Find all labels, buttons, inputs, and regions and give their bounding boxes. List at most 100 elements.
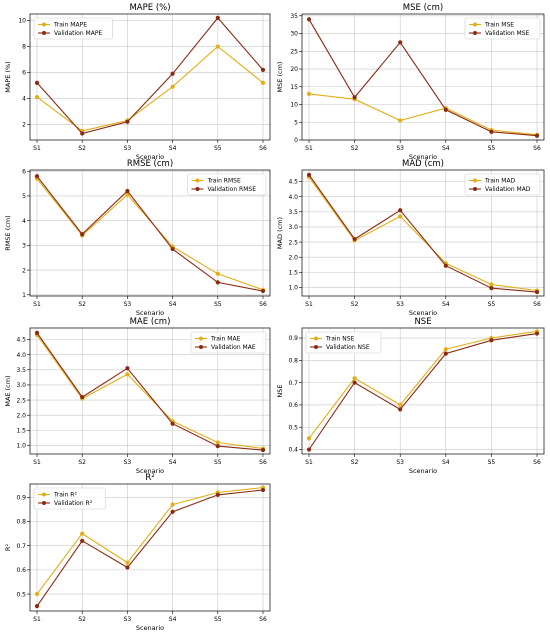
x-tick-label: S4 xyxy=(169,145,177,152)
data-point xyxy=(34,80,40,85)
y-tick-label: 0.4 xyxy=(288,447,298,454)
data-point xyxy=(260,487,266,493)
data-point xyxy=(260,80,266,85)
data-point xyxy=(215,440,220,445)
x-tick-label: S2 xyxy=(78,616,86,623)
chart-title: MAE (cm) xyxy=(130,317,171,327)
data-point xyxy=(260,67,266,72)
legend-box xyxy=(464,17,541,40)
data-point xyxy=(534,289,540,295)
y-tick-label: 0.5 xyxy=(288,424,298,431)
legend-entry-label: Train MAE xyxy=(210,336,241,343)
data-point xyxy=(170,84,175,89)
data-point xyxy=(80,232,85,237)
data-point xyxy=(80,531,85,536)
data-point xyxy=(443,351,448,356)
data-point xyxy=(34,591,40,597)
data-point xyxy=(215,492,220,497)
x-tick-label: S2 xyxy=(351,459,359,466)
x-tick-label: S1 xyxy=(305,301,313,308)
chart-title: R² xyxy=(145,473,154,483)
series-line-train xyxy=(308,176,538,292)
data-point xyxy=(80,394,85,400)
x-axis-label: Scenario xyxy=(409,153,437,161)
chart-panel-3: RMSE (cm) 1 2 3 4 5 6 S1 S2 S3 S4 S5 S6 Scenario RMSE … xyxy=(4,159,271,317)
legend-entry-label: Train MSE xyxy=(484,22,514,29)
x-tick-label: S5 xyxy=(488,459,496,466)
data-point xyxy=(398,402,403,408)
legend-entry-label: Train NSE xyxy=(325,336,355,343)
y-tick-label: 4 xyxy=(22,218,26,225)
y-axis-label: NSE xyxy=(276,384,284,397)
chart-panel-5: MAE (cm) 1.0 1.5 2.0 2.5 3.0 3.5 4.0 4.5 S1 S2 S3 S4… xyxy=(4,317,271,475)
data-point xyxy=(489,129,494,134)
data-point xyxy=(352,380,357,385)
data-point xyxy=(34,604,40,609)
x-tick-label: S6 xyxy=(259,459,267,466)
series-line-validation xyxy=(36,332,264,451)
data-point xyxy=(170,502,175,507)
chart-panel-6: NSE 0.4 0.5 0.6 0.7 0.8 0.9 S1 S2 S3 S4 S5 S6 Scenari… xyxy=(276,317,545,475)
data-point xyxy=(260,288,266,294)
y-tick-label: 0.5 xyxy=(16,591,26,598)
y-tick-label: 15 xyxy=(290,84,298,91)
plot-frame xyxy=(301,13,545,141)
y-tick-label: 5 xyxy=(22,193,26,200)
y-tick-label: 1.0 xyxy=(288,285,298,292)
y-tick-label: 4.5 xyxy=(16,337,26,344)
y-tick-label: 4.0 xyxy=(16,352,26,359)
y-tick-label: 3 xyxy=(22,243,26,250)
x-tick-label: S1 xyxy=(33,301,41,308)
data-point xyxy=(306,436,312,441)
x-tick-label: S4 xyxy=(442,145,450,152)
data-point xyxy=(306,17,312,22)
y-tick-label: 25 xyxy=(290,48,298,55)
data-point xyxy=(215,15,220,20)
x-tick-label: S4 xyxy=(169,301,177,308)
legend-swatch-marker xyxy=(473,187,477,191)
y-tick-label: 30 xyxy=(290,31,298,38)
legend-box xyxy=(190,331,267,354)
y-tick-label: 3.0 xyxy=(288,224,298,231)
chart-title: MAPE (%) xyxy=(129,3,170,13)
y-tick-label: 8 xyxy=(22,44,26,51)
x-tick-label: S3 xyxy=(124,459,132,466)
series-line-validation xyxy=(36,17,264,135)
data-point xyxy=(443,263,448,268)
plot-frame xyxy=(29,169,271,297)
x-tick-label: S4 xyxy=(169,616,177,623)
y-tick-label: 1.5 xyxy=(288,270,298,277)
x-tick-label: S6 xyxy=(533,459,541,466)
series-line-train xyxy=(308,330,538,439)
y-tick-label: 10 xyxy=(290,102,298,109)
legend-box xyxy=(464,173,541,196)
x-axis-label: Scenario xyxy=(136,153,164,161)
legend-box xyxy=(33,487,106,510)
y-tick-label: 0.6 xyxy=(16,567,26,574)
data-point xyxy=(306,172,312,177)
legend-swatch-marker xyxy=(473,31,477,35)
data-point xyxy=(80,538,85,543)
legend-swatch-marker xyxy=(42,31,46,35)
series-line-train xyxy=(36,45,264,132)
x-axis-label: Scenario xyxy=(136,309,164,317)
y-tick-label: 3.5 xyxy=(288,209,298,216)
y-tick-label: 35 xyxy=(290,13,298,20)
legend-box xyxy=(305,331,382,354)
x-tick-label: S3 xyxy=(124,301,132,308)
legend-swatch-marker xyxy=(195,187,200,191)
legend-entry-label: Train R² xyxy=(53,492,77,499)
x-tick-label: S5 xyxy=(214,301,222,308)
x-tick-label: S6 xyxy=(259,145,267,152)
y-tick-label: 0 xyxy=(294,137,298,144)
data-point xyxy=(215,280,220,285)
y-axis-label: MAE (cm) xyxy=(4,375,12,406)
x-tick-label: S2 xyxy=(351,145,359,152)
data-point xyxy=(125,372,130,377)
x-tick-label: S5 xyxy=(214,145,222,152)
y-tick-label: 0.8 xyxy=(16,519,26,526)
x-tick-label: S3 xyxy=(396,459,404,466)
legend-swatch-marker xyxy=(314,336,318,341)
plot-frame xyxy=(29,13,271,141)
legend-swatch-marker xyxy=(42,501,46,505)
